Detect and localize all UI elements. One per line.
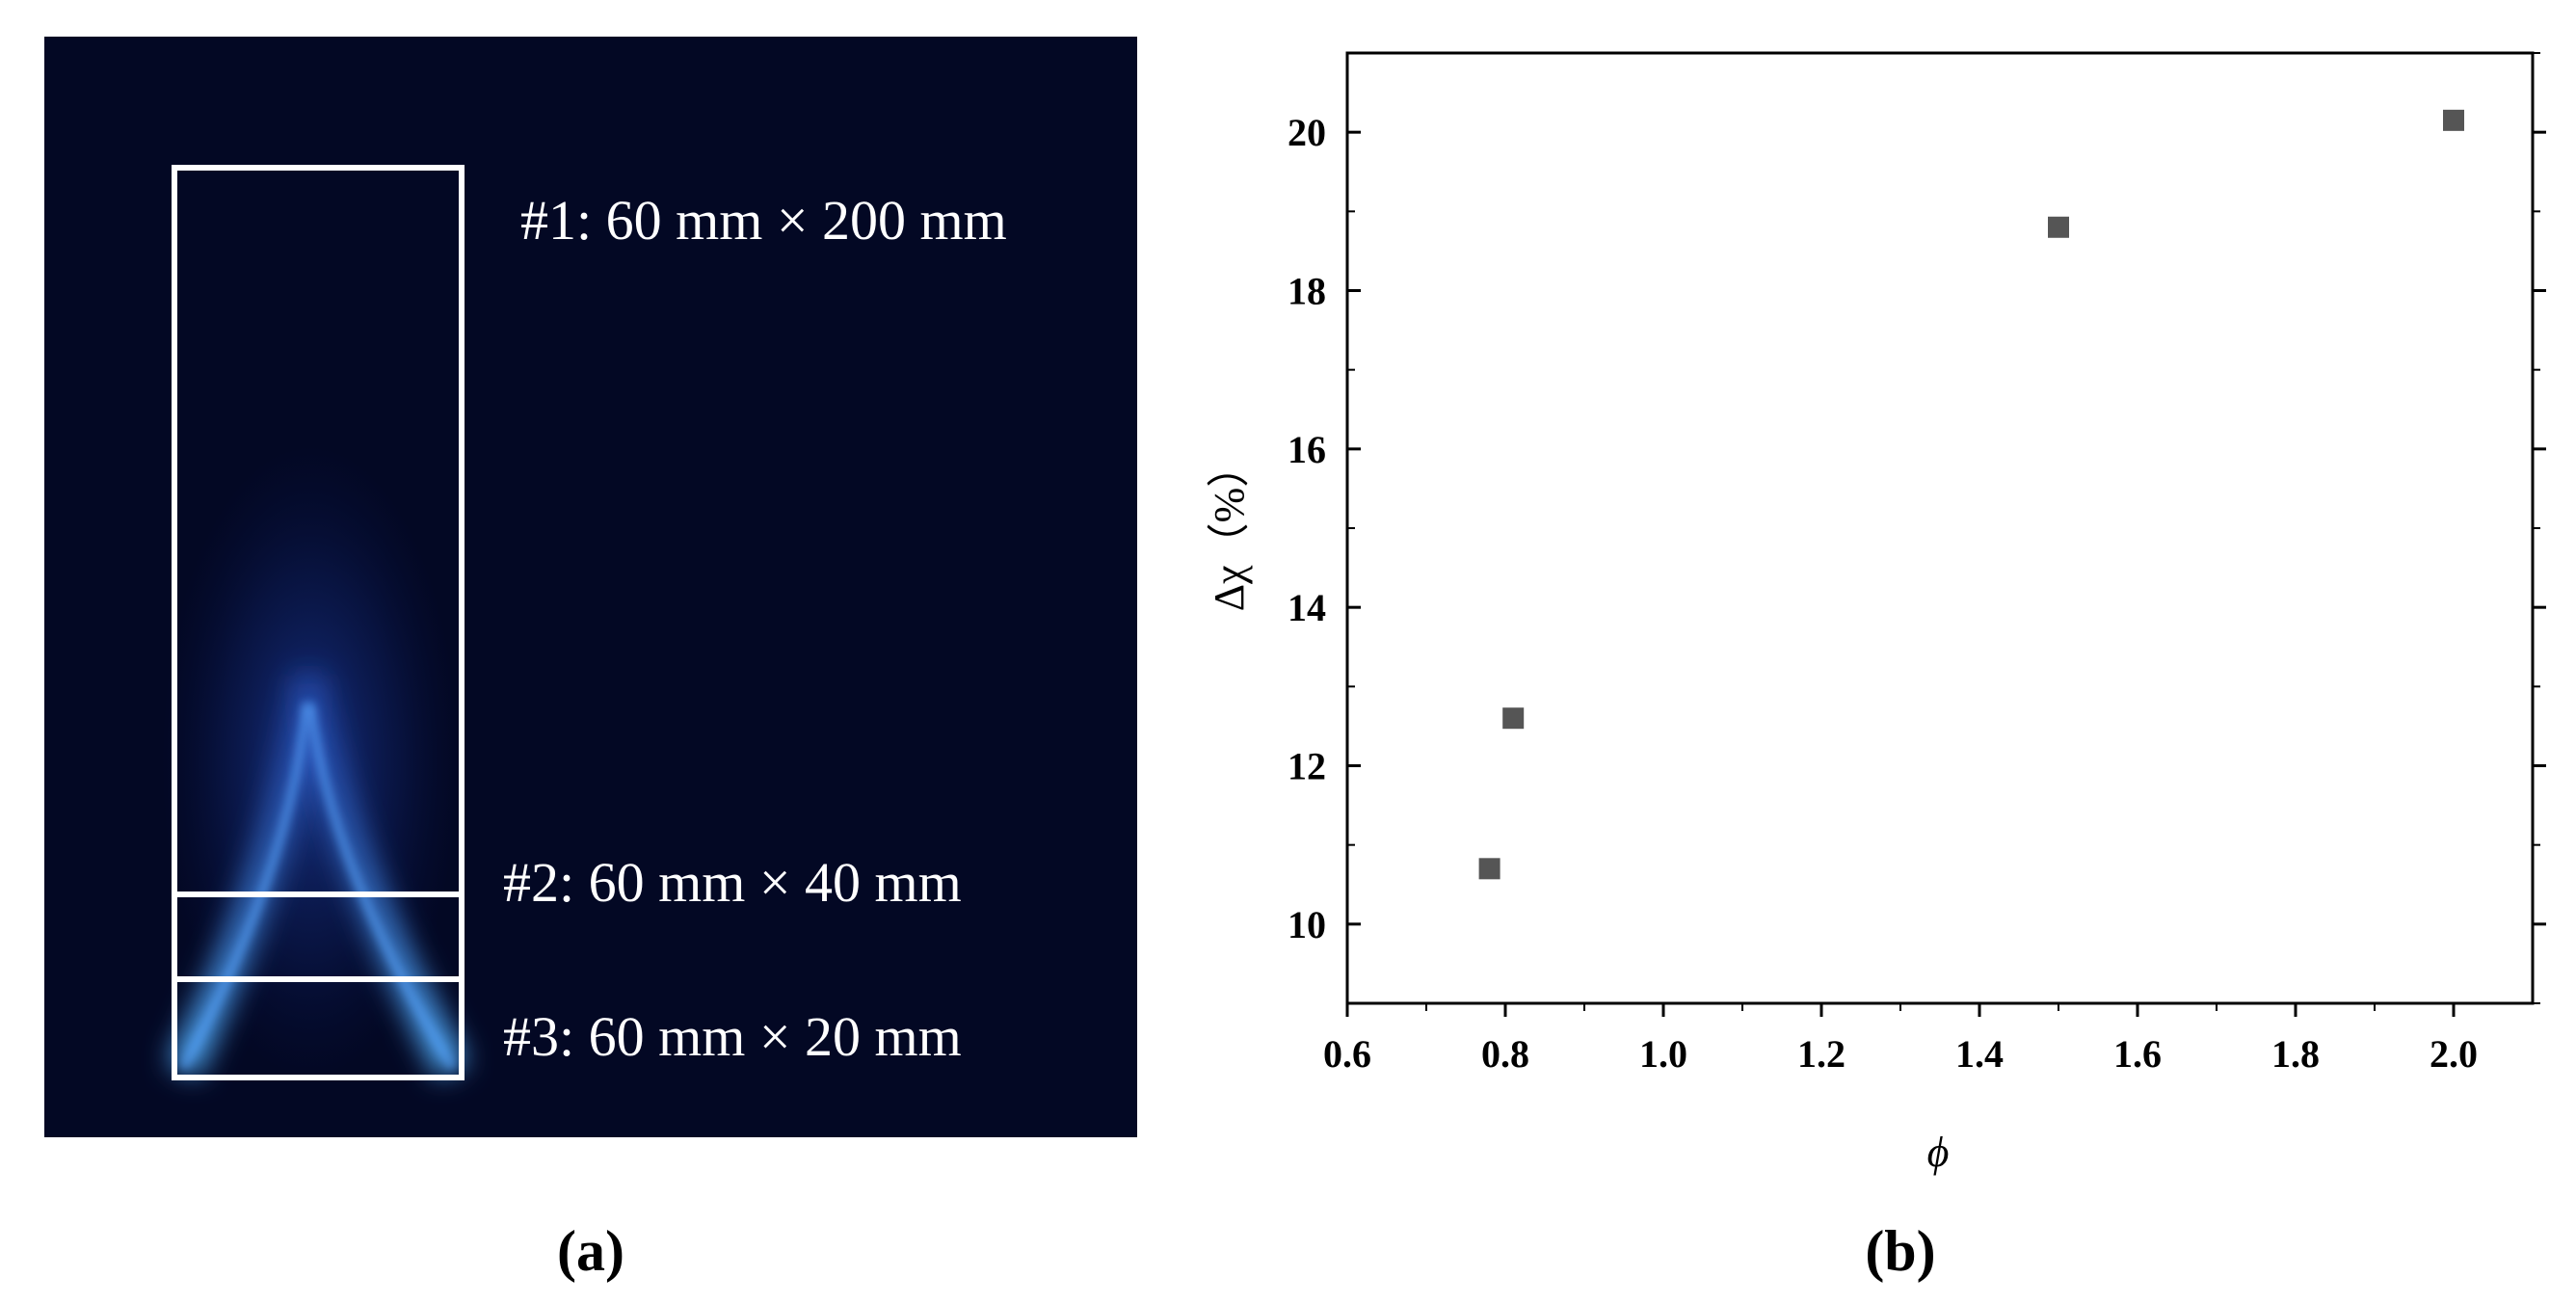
- y-tick-label: 10: [1288, 903, 1326, 946]
- y-tick-label: 20: [1288, 111, 1326, 154]
- y-tick-label: 12: [1288, 745, 1326, 788]
- flame-right-arm: [306, 703, 457, 1071]
- x-tick-label: 1.2: [1797, 1032, 1846, 1076]
- x-tick-label: 0.6: [1323, 1032, 1371, 1076]
- y-tick-label: 18: [1288, 270, 1326, 313]
- panel-b-label: (b): [1865, 1219, 1935, 1283]
- plot-frame: [1345, 51, 2535, 1005]
- region-2-label: #2: 60 mm × 40 mm: [503, 851, 962, 914]
- panel-a-label: (a): [557, 1219, 624, 1283]
- flame-image: [161, 443, 467, 1079]
- region-3-label: #3: 60 mm × 20 mm: [503, 1005, 962, 1068]
- data-point: [1502, 707, 1525, 730]
- data-point: [2443, 109, 2464, 131]
- y-axis: 10 12 14 16 18 20: [1288, 52, 2546, 1004]
- y-tick-label: 14: [1288, 586, 1326, 629]
- data-point: [1478, 858, 1500, 880]
- y-tick-label: 16: [1288, 428, 1326, 471]
- x-tick-label: 1.6: [2113, 1032, 2162, 1076]
- x-tick-label: 2.0: [2430, 1032, 2478, 1076]
- x-tick-label: 1.8: [2271, 1032, 2320, 1076]
- x-tick-label: 0.8: [1481, 1032, 1529, 1076]
- x-tick-label: 1.4: [1955, 1032, 2004, 1076]
- region-1-label: #1: 60 mm × 200 mm: [520, 189, 1007, 252]
- x-axis: 0.6 0.8 1.0 1.2 1.4 1.6 1.8 2.0: [1323, 1003, 2478, 1076]
- flame-left-arm: [179, 703, 310, 1070]
- y-axis-title: Δχ（%）: [1206, 445, 1253, 611]
- data-point: [2048, 216, 2069, 238]
- panel-a: #1: 60 mm × 200 mm #2: 60 mm × 40 mm #3:…: [44, 37, 1137, 1283]
- x-axis-title: ϕ: [1927, 1129, 1950, 1176]
- x-tick-label: 1.0: [1639, 1032, 1687, 1076]
- region-frame-1: [172, 165, 465, 1080]
- data-points: [1478, 109, 2464, 880]
